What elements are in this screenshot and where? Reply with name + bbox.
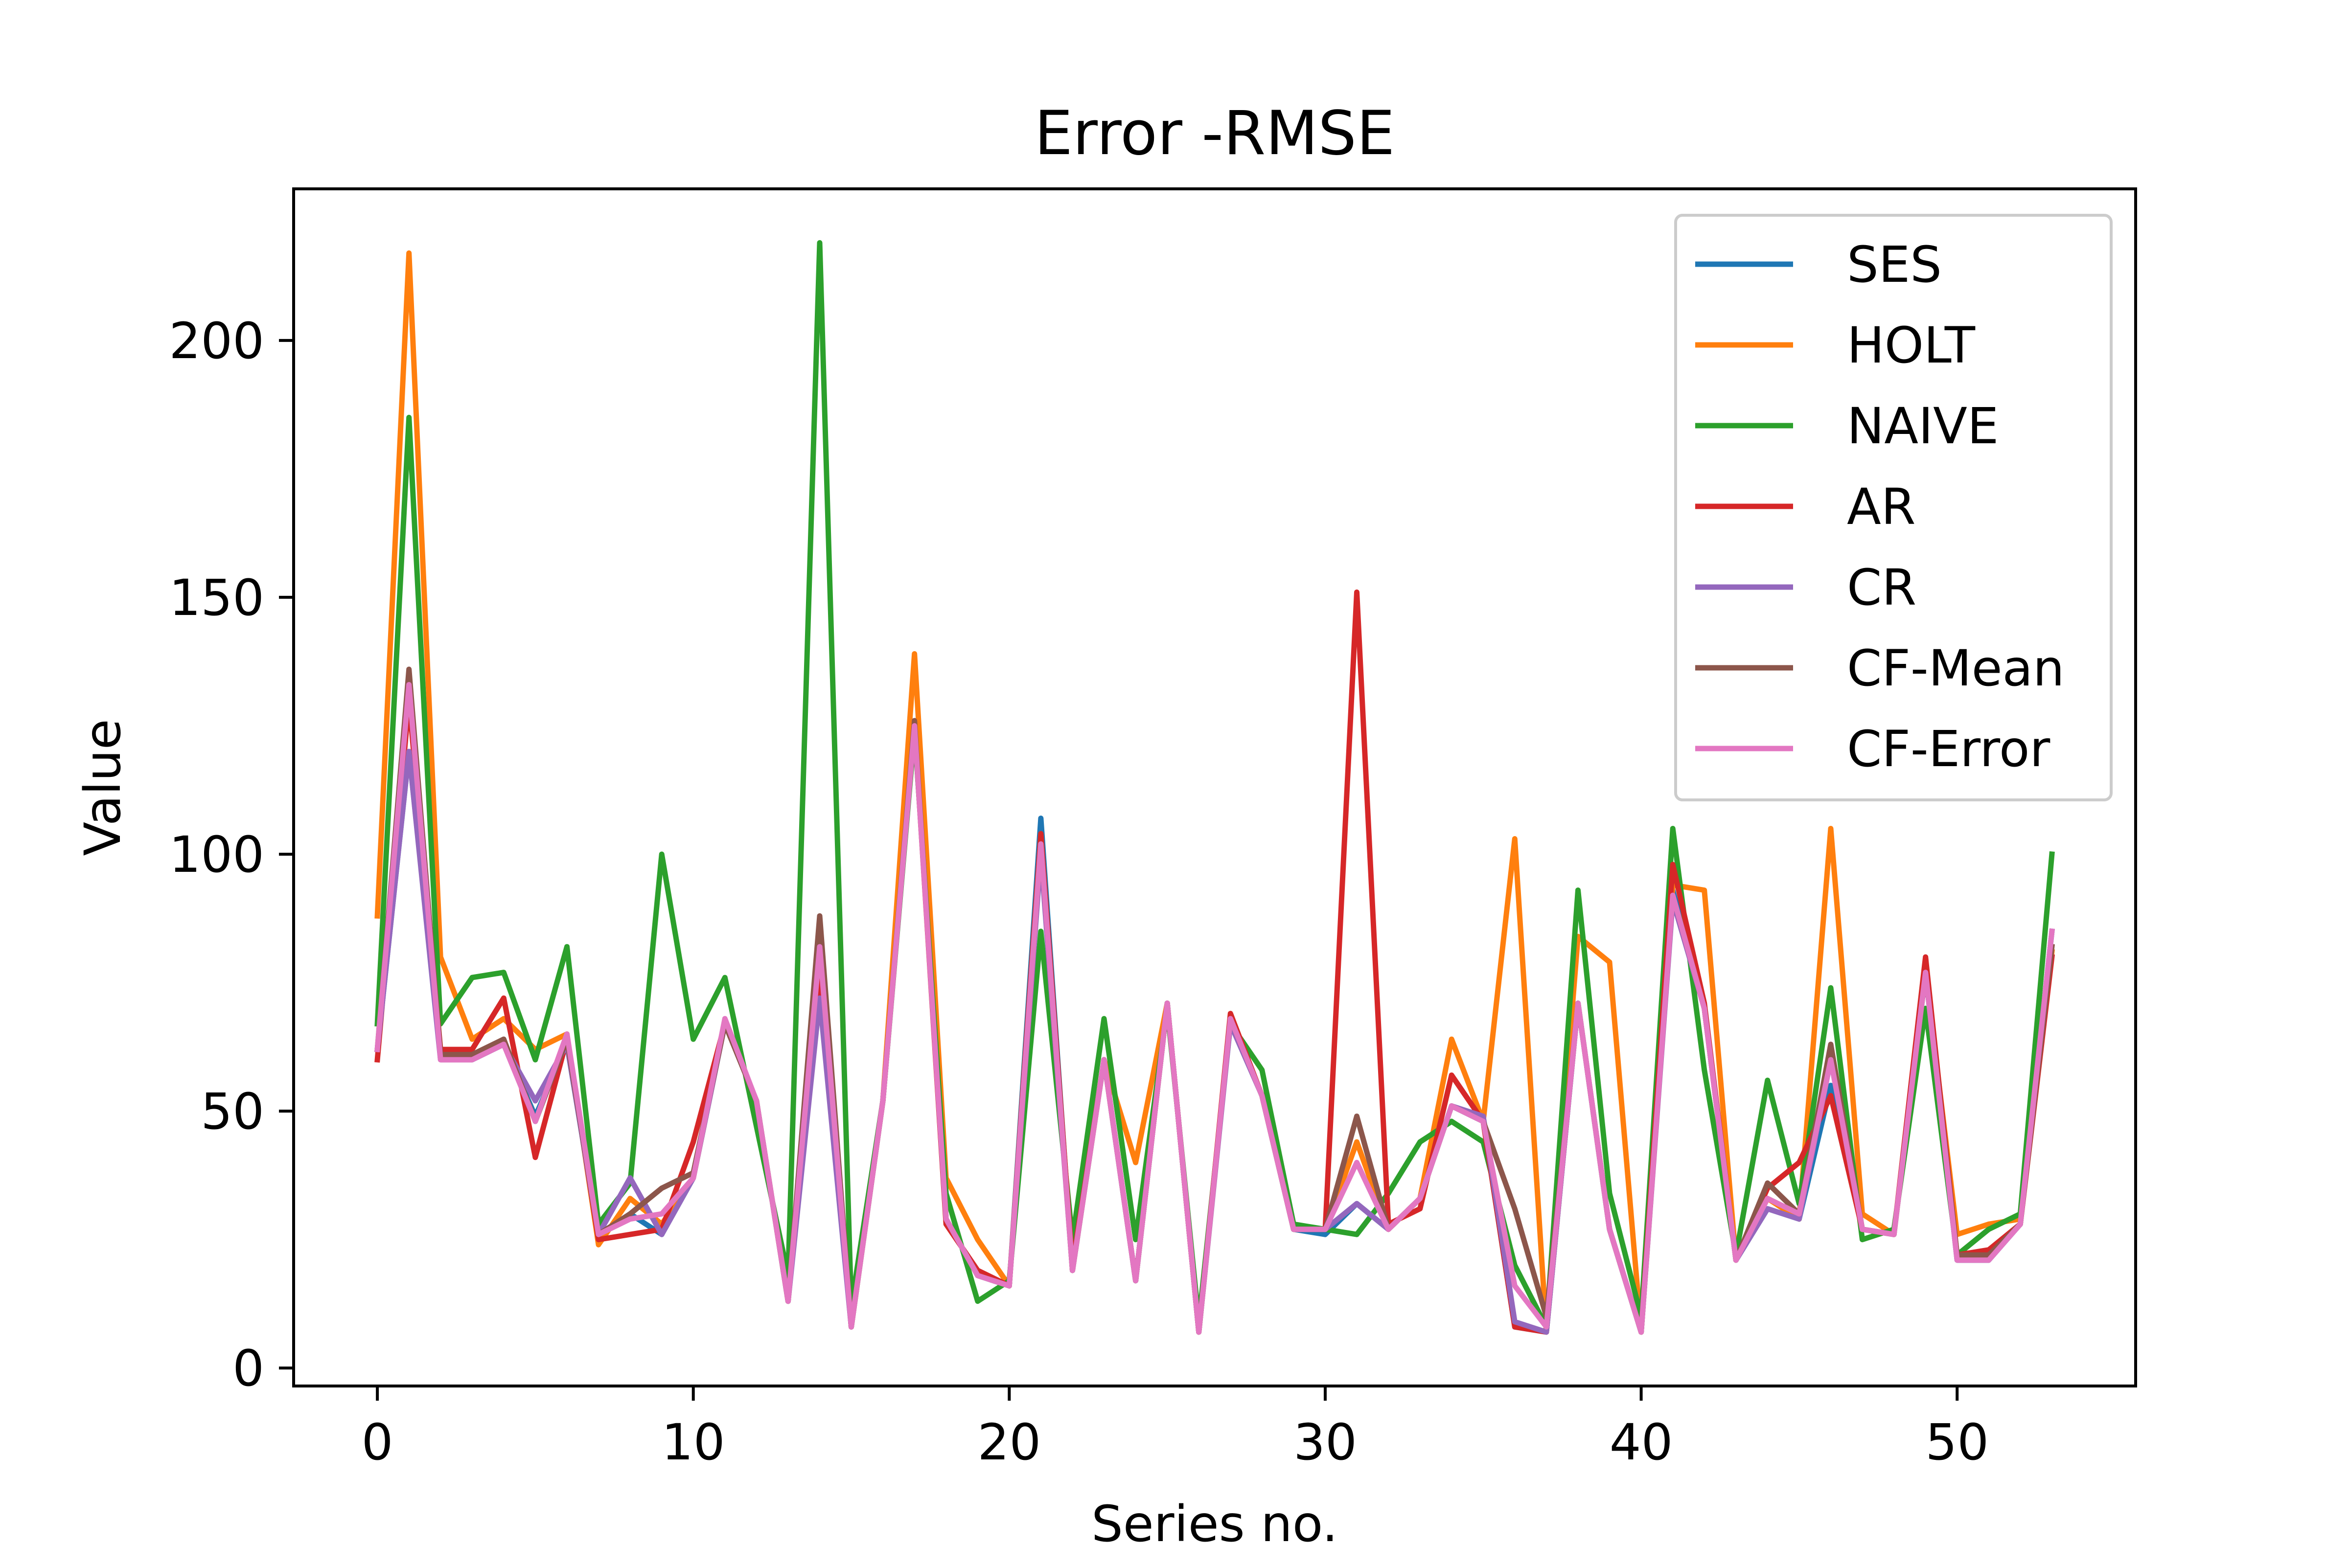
y-tick-label: 100 <box>169 826 264 884</box>
x-tick-label: 0 <box>362 1413 393 1472</box>
series-layer <box>374 240 2055 1335</box>
legend: SES HOLT NAIVE AR CR CF-Mean CF-Error <box>1674 214 2113 801</box>
series-line-cf-error <box>374 682 2055 1335</box>
legend-label-ar: AR <box>1847 478 1916 536</box>
x-tick-label: 30 <box>1293 1413 1357 1472</box>
x-tick-label: 50 <box>1925 1413 1989 1472</box>
legend-label-cf-mean: CF-Mean <box>1847 639 2065 698</box>
legend-label-holt: HOLT <box>1847 317 1976 375</box>
legend-box <box>1674 214 2113 801</box>
legend-label-cr: CR <box>1847 559 1916 617</box>
y-tick-label: 150 <box>169 569 264 627</box>
y-tick-label: 0 <box>232 1340 264 1398</box>
y-tick-label: 50 <box>201 1083 264 1141</box>
chart-title: Error -RMSE <box>1035 98 1395 169</box>
x-tick-label: 40 <box>1610 1413 1673 1472</box>
legend-label-ses: SES <box>1847 236 1942 294</box>
plot-frame <box>292 187 2137 1387</box>
y-tick-label: 200 <box>169 312 264 370</box>
legend-label-naive: NAIVE <box>1847 397 1999 455</box>
legend-label-cf-error: CF-Error <box>1847 720 2050 778</box>
x-tick-label: 10 <box>662 1413 725 1472</box>
x-tick-label: 20 <box>977 1413 1041 1472</box>
y-axis-label: Value <box>74 719 132 856</box>
x-axis-label: Series no. <box>1091 1495 1338 1553</box>
y-axis: 0 50 100 150 200 <box>169 312 294 1398</box>
x-axis: 0 10 20 30 40 50 <box>362 1386 1989 1472</box>
